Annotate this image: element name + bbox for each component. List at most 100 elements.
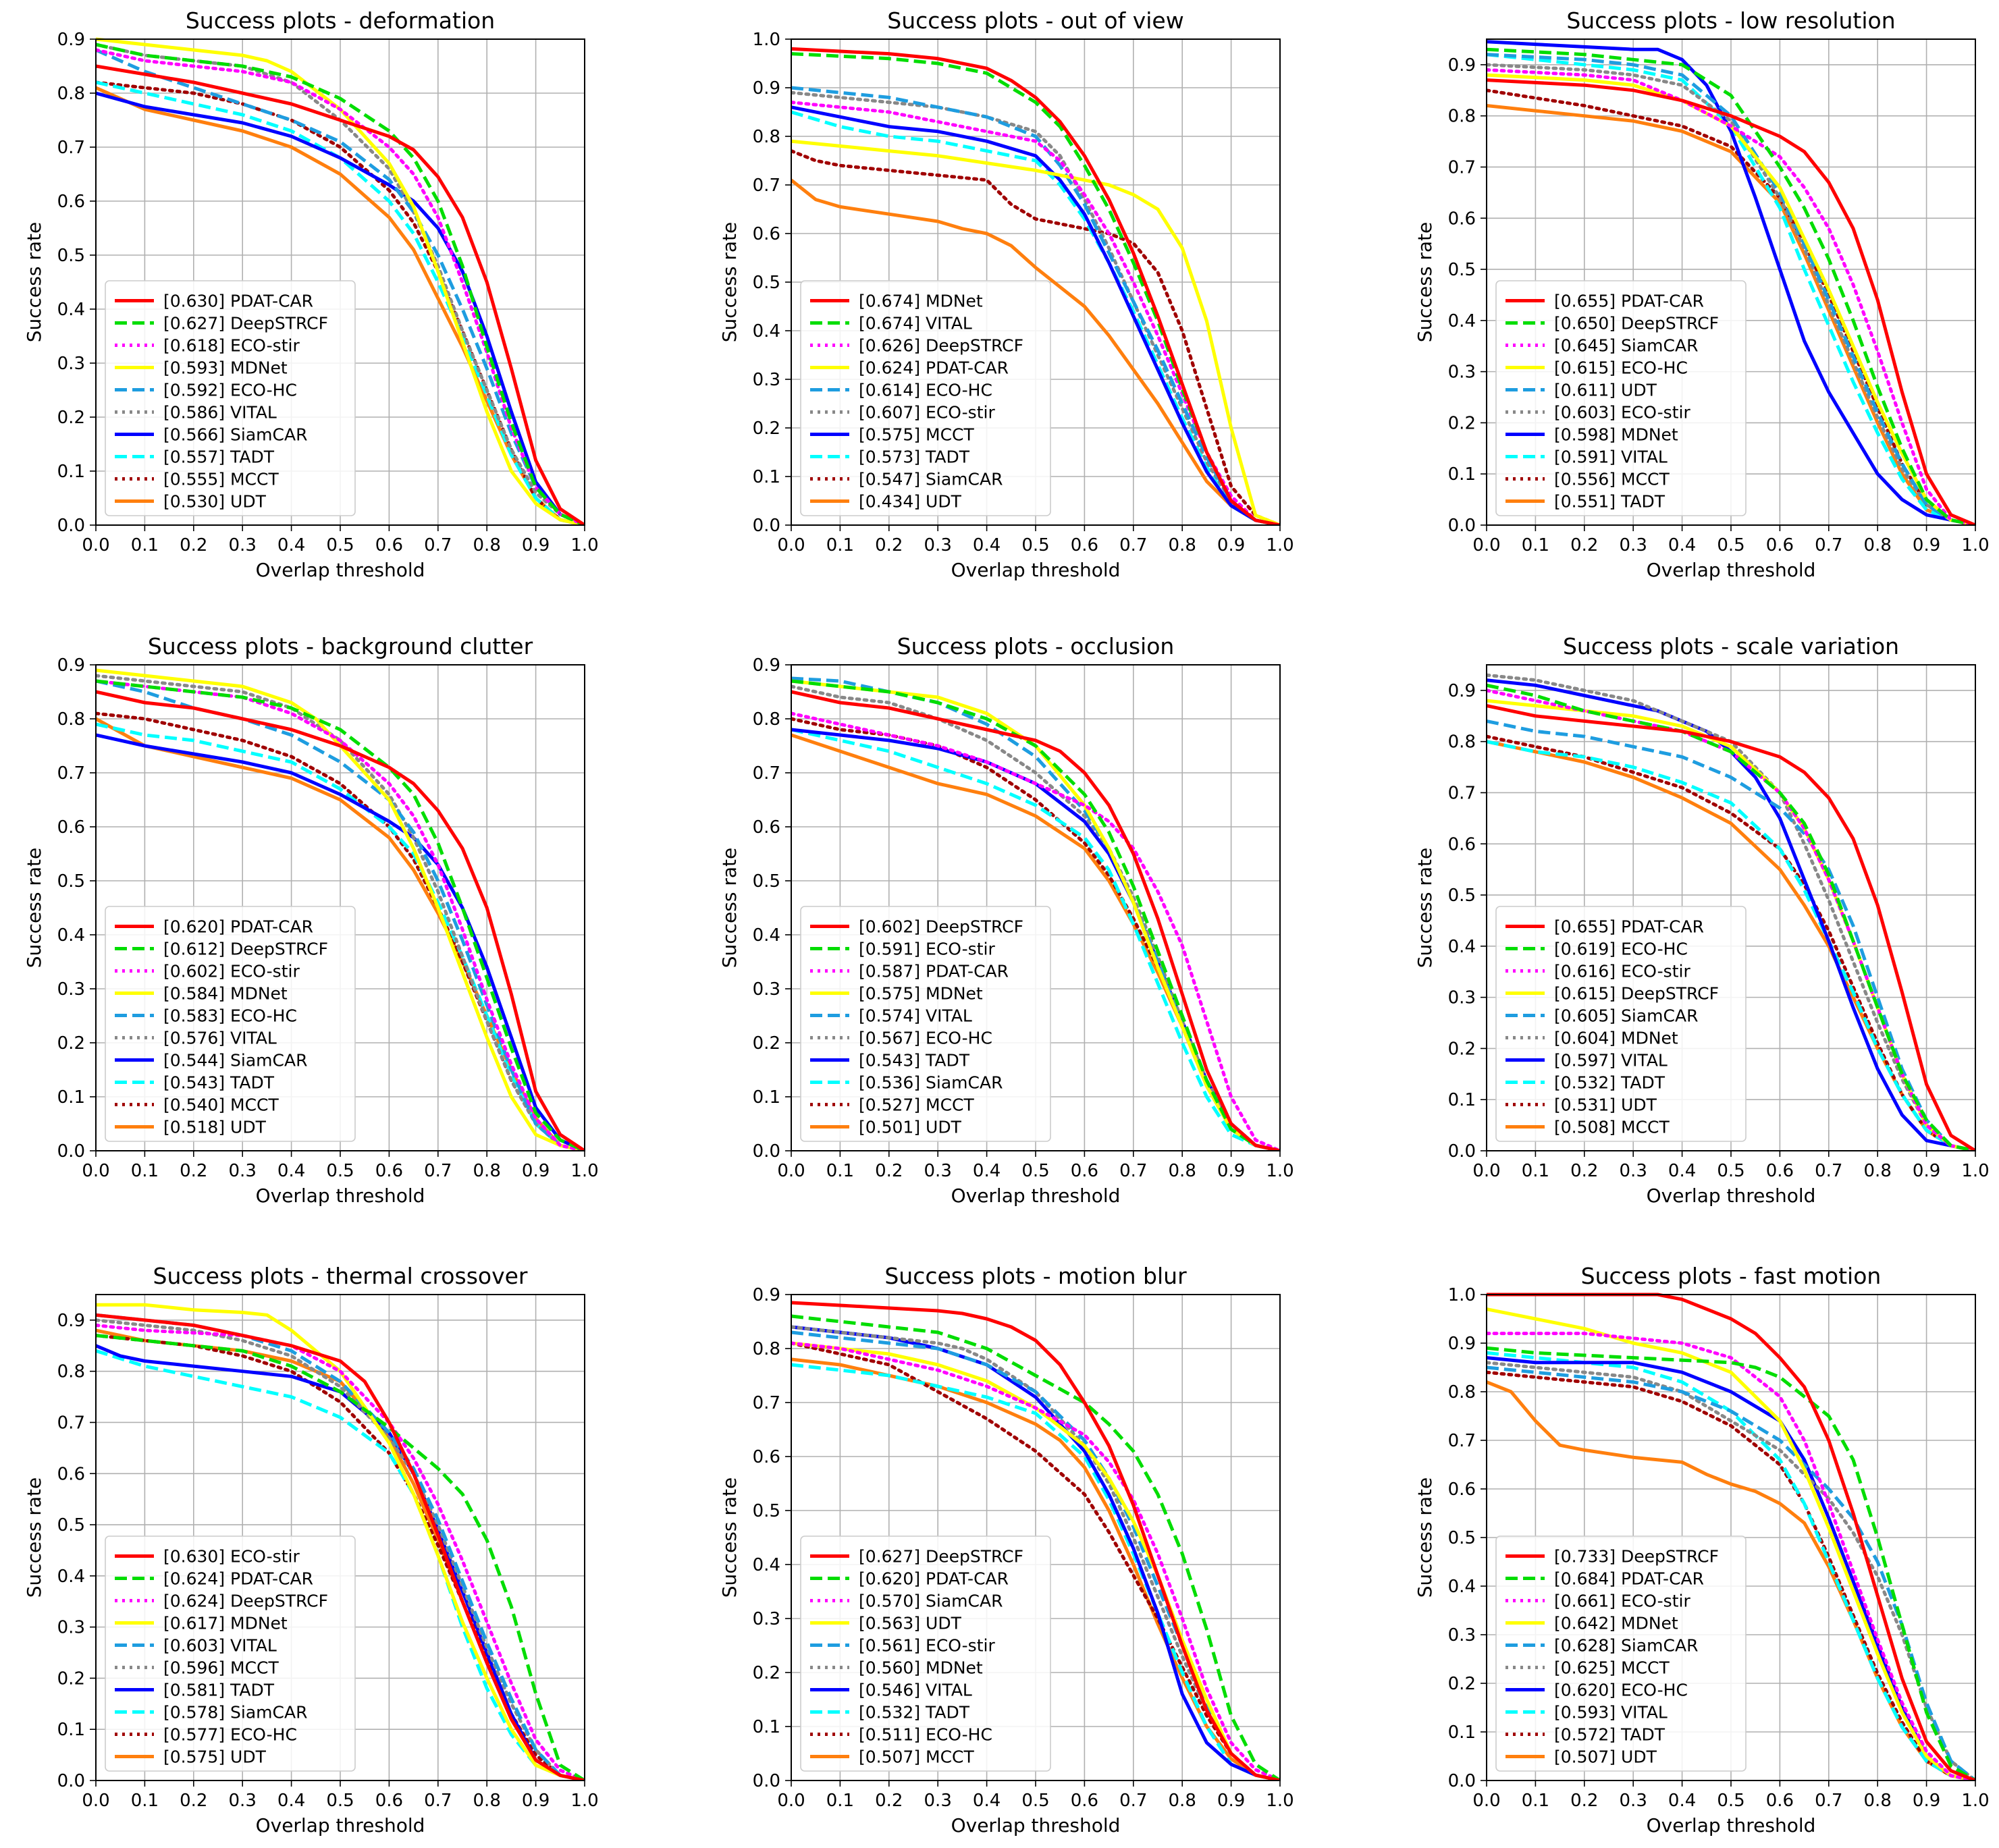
legend-entry: [0.615] ECO-HC xyxy=(1554,358,1688,378)
y-tick-label: 1.0 xyxy=(1448,1285,1476,1305)
legend-entry: [0.616] ECO-stir xyxy=(1554,962,1690,981)
plot-frame xyxy=(791,38,1281,526)
series-line xyxy=(1487,63,1975,525)
chart-panel-3: Success plots - low resolution 0.0 0.1 0.2 0… xyxy=(1414,7,1990,581)
series-line xyxy=(96,37,585,525)
y-tick-label: 0.8 xyxy=(753,1339,780,1359)
legend-entry: [0.645] SiamCAR xyxy=(1554,336,1698,356)
series-line xyxy=(791,1301,1280,1781)
legend-entry: [0.574] VITAL xyxy=(859,1006,972,1026)
legend-entry: [0.547] SiamCAR xyxy=(859,470,1003,489)
x-tick-label: 0.2 xyxy=(875,1161,903,1181)
y-tick-label: 0.3 xyxy=(57,354,85,374)
y-tick-label: 0.1 xyxy=(753,1717,780,1737)
y-axis-label: Success rate xyxy=(1414,848,1436,969)
y-tick-label: 0.3 xyxy=(57,979,85,1000)
legend-entry: [0.650] DeepSTRCF xyxy=(1554,314,1719,333)
series-line xyxy=(96,679,585,1151)
y-tick-label: 0.3 xyxy=(753,979,780,1000)
chart-panel-7: Success plots - thermal crossover 0.0 0.1 0… xyxy=(23,1263,599,1837)
plot-frame xyxy=(791,1294,1281,1781)
series-line xyxy=(1487,683,1975,1151)
chart-title: Success plots - fast motion xyxy=(1581,1263,1882,1289)
x-tick-label: 1.0 xyxy=(1961,535,1989,555)
x-tick-label: 0.0 xyxy=(777,1791,805,1811)
chart-title: Success plots - background clutter xyxy=(148,633,533,659)
x-tick-label: 0.1 xyxy=(1522,535,1549,555)
legend-entry: [0.626] DeepSTRCF xyxy=(859,336,1023,356)
y-tick-label: 0.3 xyxy=(57,1618,85,1638)
x-tick-label: 0.7 xyxy=(1815,1791,1842,1811)
x-tick-label: 0.2 xyxy=(1570,1791,1598,1811)
x-tick-label: 0.4 xyxy=(1668,1791,1696,1811)
y-tick-label: 0.2 xyxy=(57,408,85,428)
legend-entry: [0.563] UDT xyxy=(859,1614,962,1633)
series-line xyxy=(1487,40,1975,525)
legend-entry: [0.581] TADT xyxy=(163,1681,275,1700)
series-group xyxy=(96,668,585,1151)
legend-entry: [0.617] MDNet xyxy=(163,1614,288,1633)
legend-entry: [0.575] UDT xyxy=(163,1747,267,1767)
legend-entry: [0.620] PDAT-CAR xyxy=(163,917,313,937)
legend-entry: [0.598] MDNet xyxy=(1554,425,1678,445)
legend-entry: [0.642] MDNet xyxy=(1554,1614,1678,1633)
x-tick-label: 0.2 xyxy=(180,1161,207,1181)
x-tick-label: 0.4 xyxy=(277,1791,305,1811)
series-line xyxy=(96,722,585,1151)
legend-entry: [0.578] SiamCAR xyxy=(163,1703,307,1722)
x-tick-label: 0.1 xyxy=(826,535,854,555)
y-tick-label: 0.9 xyxy=(57,30,85,50)
x-tick-label: 0.4 xyxy=(277,1161,305,1181)
y-tick-label: 1.0 xyxy=(753,30,780,50)
x-tick-label: 0.3 xyxy=(229,535,257,555)
y-tick-label: 0.1 xyxy=(1448,1090,1476,1110)
legend-entry: [0.586] VITAL xyxy=(163,403,277,423)
y-tick-label: 0.7 xyxy=(57,763,85,784)
y-tick-label: 0.5 xyxy=(1448,886,1476,906)
x-axis-label: Overlap threshold xyxy=(1647,1185,1816,1207)
legend-entry: [0.508] MCCT xyxy=(1554,1118,1670,1137)
y-tick-label: 0.7 xyxy=(753,763,780,784)
x-tick-label: 0.4 xyxy=(277,535,305,555)
legend-entry: [0.624] DeepSTRCF xyxy=(163,1592,328,1611)
legend-entry: [0.655] PDAT-CAR xyxy=(1554,292,1704,311)
x-tick-label: 0.6 xyxy=(1071,1161,1098,1181)
x-axis-label: Overlap threshold xyxy=(1647,559,1816,581)
legend-entry: [0.620] ECO-HC xyxy=(1554,1681,1688,1700)
legend-entry: [0.624] PDAT-CAR xyxy=(859,358,1009,378)
x-tick-label: 0.5 xyxy=(326,1161,354,1181)
x-tick-label: 0.8 xyxy=(1864,535,1892,555)
series-line xyxy=(1487,1365,1975,1781)
series-group xyxy=(1487,40,1975,525)
legend-entry: [0.661] ECO-stir xyxy=(1554,1592,1690,1611)
legend-entry: [0.674] MDNet xyxy=(859,292,983,311)
legend-entry: [0.434] UDT xyxy=(859,492,962,512)
y-tick-label: 0.3 xyxy=(753,1609,780,1629)
legend-entry: [0.584] MDNet xyxy=(163,984,288,1004)
y-axis-label: Success rate xyxy=(23,222,45,343)
x-tick-label: 0.1 xyxy=(131,535,159,555)
x-tick-label: 0.4 xyxy=(1668,535,1696,555)
series-group xyxy=(96,37,585,525)
y-tick-label: 0.1 xyxy=(1448,464,1476,485)
legend-entry: [0.614] ECO-HC xyxy=(859,381,992,400)
x-tick-label: 0.3 xyxy=(1620,1791,1647,1811)
x-tick-label: 0.8 xyxy=(473,1161,501,1181)
y-tick-label: 0.9 xyxy=(753,78,780,99)
series-line xyxy=(96,690,585,1151)
legend-entry: [0.733] DeepSTRCF xyxy=(1554,1547,1719,1567)
series-line xyxy=(1487,1346,1975,1781)
legend-entry: [0.628] SiamCAR xyxy=(1554,1636,1698,1656)
x-tick-label: 0.0 xyxy=(82,1161,109,1181)
x-tick-label: 0.3 xyxy=(924,1791,952,1811)
x-tick-label: 0.1 xyxy=(1522,1161,1549,1181)
x-tick-label: 0.9 xyxy=(1217,1161,1245,1181)
x-tick-label: 0.4 xyxy=(973,535,1001,555)
plot-frame xyxy=(95,38,585,526)
series-line xyxy=(1487,740,1975,1151)
x-tick-label: 0.6 xyxy=(1766,1161,1794,1181)
legend-entry: [0.577] ECO-HC xyxy=(163,1725,297,1745)
legend-entry: [0.527] MCCT xyxy=(859,1095,975,1115)
series-line xyxy=(1487,1332,1975,1781)
legend-entry: [0.507] UDT xyxy=(1554,1747,1657,1767)
